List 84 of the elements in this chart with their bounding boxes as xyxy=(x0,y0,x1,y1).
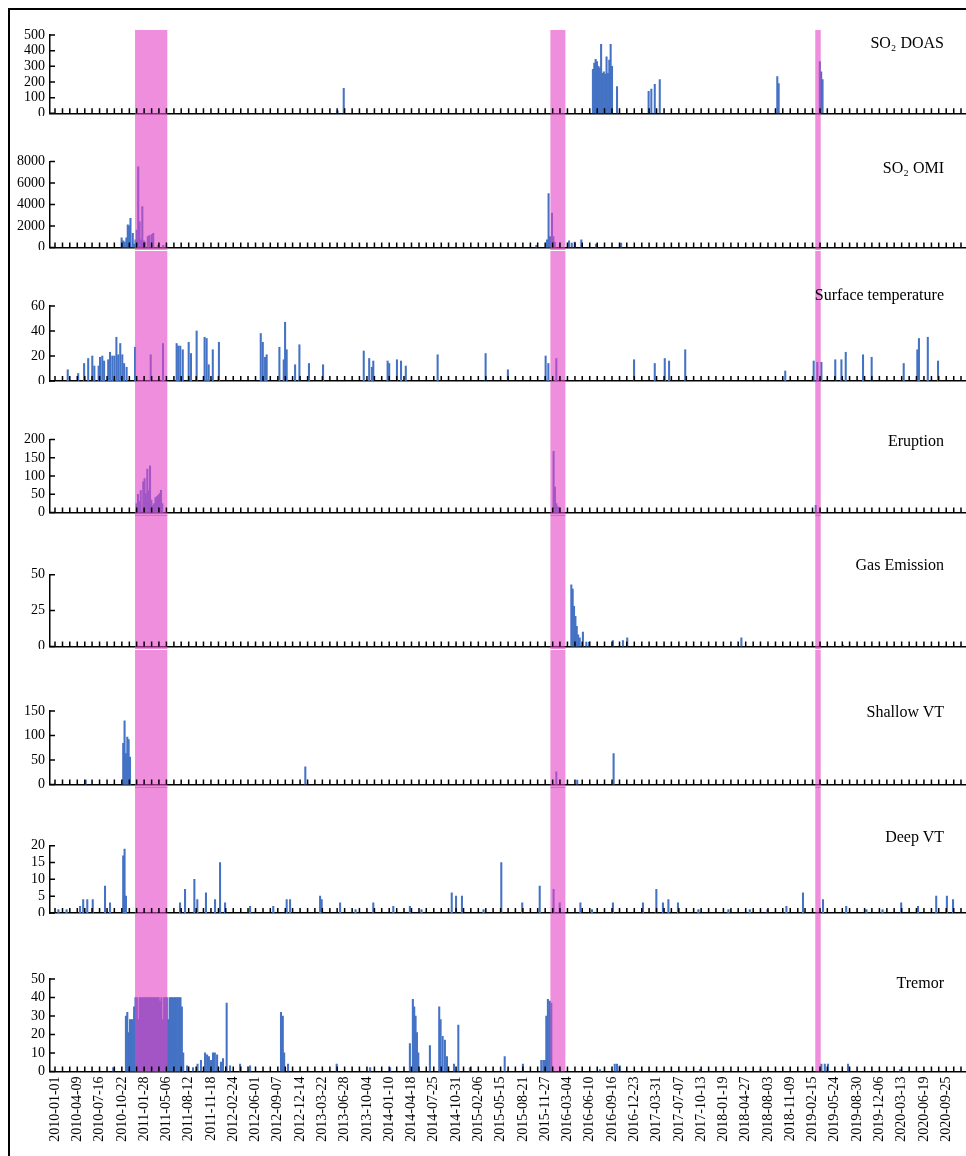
x-tick-label: 2018-01-19 xyxy=(715,1076,731,1143)
y-tick-label: 100 xyxy=(24,89,45,105)
x-tick-label: 2010-01-01 xyxy=(46,1076,62,1143)
y-tick-label: 20 xyxy=(31,837,45,853)
x-tick-label: 2010-10-22 xyxy=(113,1076,129,1143)
x-tick-label: 2016-03-04 xyxy=(559,1076,575,1143)
x-tick-label: 2011-08-12 xyxy=(180,1076,196,1142)
x-tick-label: 2014-04-18 xyxy=(403,1076,419,1143)
y-tick-label: 40 xyxy=(31,322,45,338)
chart-title: Gas Emission xyxy=(855,556,944,574)
chart-title: Tremor xyxy=(896,974,945,992)
x-tick-label: 2015-11-27 xyxy=(536,1076,552,1142)
x-tick-label: 2016-12-23 xyxy=(625,1076,641,1143)
y-tick-label: 50 xyxy=(31,566,45,582)
chart-title: SO₂ OMI xyxy=(882,159,944,177)
x-tick-label: 2020-03-13 xyxy=(893,1076,909,1143)
y-tick-label: 30 xyxy=(31,1007,45,1023)
y-tick-label: 8000 xyxy=(17,153,45,169)
x-tick-label: 2017-07-07 xyxy=(670,1076,686,1143)
x-tick-label: 2012-06-01 xyxy=(247,1076,263,1143)
y-tick-label: 0 xyxy=(38,775,45,791)
y-tick-label: 400 xyxy=(24,42,45,58)
y-tick-label: 300 xyxy=(24,57,45,73)
x-tick-label: 2018-08-03 xyxy=(759,1076,775,1143)
y-tick-label: 6000 xyxy=(17,174,45,190)
y-tick-label: 10 xyxy=(31,871,45,887)
x-tick-label: 2014-07-25 xyxy=(425,1076,441,1143)
x-tick-label: 2019-12-06 xyxy=(871,1076,887,1143)
x-tick-label: 2020-06-19 xyxy=(915,1076,931,1143)
x-tick-label: 2012-12-14 xyxy=(291,1076,307,1143)
y-tick-label: 0 xyxy=(38,503,45,519)
x-tick-label: 2010-04-09 xyxy=(68,1076,84,1143)
y-tick-label: 15 xyxy=(31,854,45,870)
y-tick-label: 0 xyxy=(38,372,45,388)
chart-title: Surface temperature xyxy=(814,285,944,304)
y-tick-label: 50 xyxy=(31,970,45,986)
y-tick-label: 0 xyxy=(38,904,45,920)
x-tick-label: 2020-09-25 xyxy=(937,1076,953,1143)
x-tick-label: 2019-02-15 xyxy=(804,1076,820,1143)
y-tick-label: 60 xyxy=(31,297,45,313)
x-tick-label: 2015-08-21 xyxy=(514,1076,530,1143)
x-tick-label: 2017-10-13 xyxy=(692,1076,708,1143)
x-tick-label: 2019-08-30 xyxy=(848,1076,864,1143)
chart-title: Eruption xyxy=(888,431,944,450)
y-tick-label: 150 xyxy=(24,449,45,465)
x-tick-label: 2018-04-27 xyxy=(737,1076,753,1143)
y-tick-label: 20 xyxy=(31,347,45,363)
x-tick-label: 2018-11-09 xyxy=(781,1076,797,1142)
y-tick-label: 40 xyxy=(31,989,45,1005)
y-tick-label: 100 xyxy=(24,726,45,742)
y-tick-label: 200 xyxy=(24,430,45,446)
y-tick-label: 100 xyxy=(24,467,45,483)
x-tick-label: 2012-09-07 xyxy=(269,1076,285,1143)
y-tick-label: 150 xyxy=(24,702,45,718)
y-tick-label: 50 xyxy=(31,485,45,501)
x-tick-label: 2011-01-28 xyxy=(135,1076,151,1142)
y-tick-label: 0 xyxy=(38,1063,45,1079)
y-tick-label: 200 xyxy=(24,73,45,89)
x-tick-label: 2015-02-06 xyxy=(470,1076,485,1143)
y-tick-label: 10 xyxy=(31,1044,45,1060)
x-tick-label: 2010-07-16 xyxy=(91,1076,107,1143)
chart-title: Deep VT xyxy=(885,828,945,847)
y-tick-label: 5 xyxy=(38,888,45,904)
y-tick-label: 20 xyxy=(31,1026,45,1042)
x-tick-label: 2013-03-22 xyxy=(314,1076,330,1143)
x-tick-label: 2015-05-15 xyxy=(492,1076,508,1143)
x-tick-label: 2012-02-24 xyxy=(224,1076,240,1143)
x-tick-label: 2014-01-10 xyxy=(380,1076,396,1143)
x-tick-label: 2019-05-24 xyxy=(826,1076,842,1143)
y-tick-label: 4000 xyxy=(17,196,45,212)
y-tick-label: 2000 xyxy=(17,217,45,233)
chart-title: SO₂ DOAS xyxy=(870,34,944,52)
y-tick-label: 25 xyxy=(31,602,45,618)
x-tick-label: 2013-06-28 xyxy=(336,1076,352,1143)
y-tick-label: 500 xyxy=(24,26,45,42)
x-tick-label: 2014-10-31 xyxy=(447,1076,463,1143)
x-tick-label: 2016-06-10 xyxy=(581,1076,597,1143)
x-tick-label: 2011-05-06 xyxy=(158,1076,174,1142)
x-tick-label: 2016-09-16 xyxy=(603,1076,619,1143)
y-tick-label: 50 xyxy=(31,751,45,767)
chart-title: Shallow VT xyxy=(866,702,945,720)
x-tick-label: 2017-03-31 xyxy=(648,1076,664,1143)
x-tick-label: 2011-11-18 xyxy=(202,1076,218,1141)
x-tick-label: 2013-10-04 xyxy=(358,1076,374,1143)
